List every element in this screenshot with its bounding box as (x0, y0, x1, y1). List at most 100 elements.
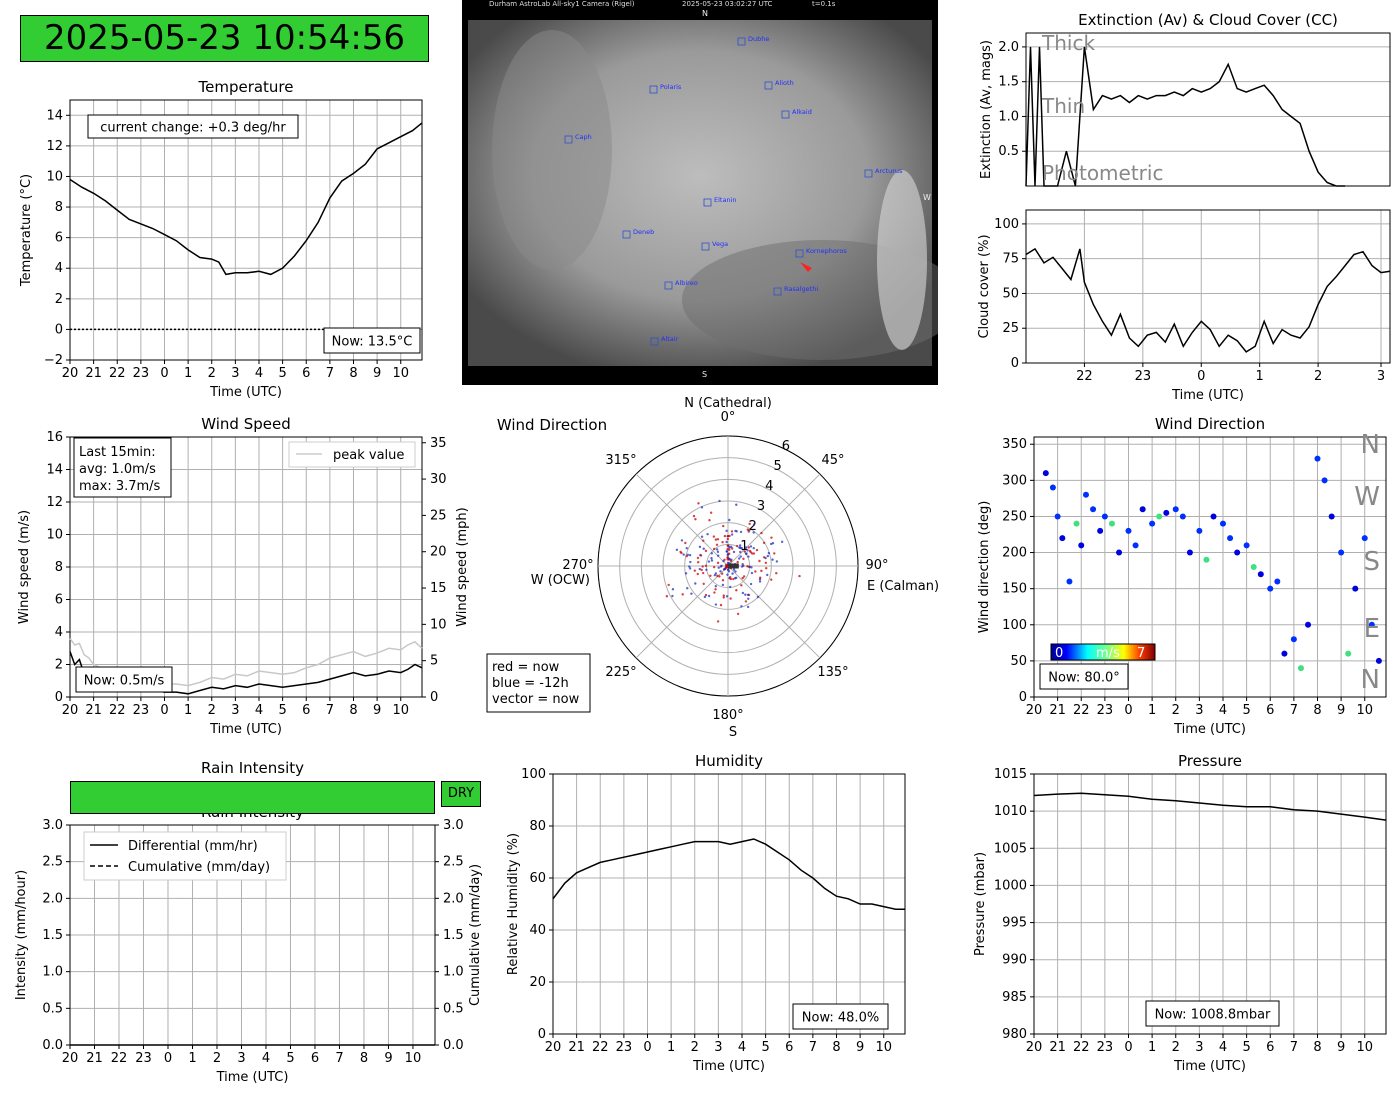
sky-north-label: N (702, 9, 708, 18)
polar-point (752, 531, 755, 534)
wind-mph-label: 0 (430, 690, 438, 705)
wind-dir-point (1049, 484, 1056, 491)
rain-xtick-label: 6 (311, 1051, 319, 1066)
wind_speed-xtick-label: 0 (160, 703, 168, 718)
rain-xtick-label: 9 (384, 1051, 392, 1066)
wind-dir-point (1257, 571, 1264, 578)
wind_speed-ytick-label: 12 (46, 495, 63, 510)
humidity-xlabel: Time (UTC) (692, 1059, 765, 1074)
wind-dir-point (1125, 527, 1132, 534)
wind_dir-xtick-label: 22 (1073, 703, 1090, 718)
wind-stats-line-2: avg: 1.0m/s (79, 462, 156, 477)
pressure-xtick-label: 0 (1124, 1040, 1132, 1055)
wind_dir-xtick-label: 3 (1195, 703, 1203, 718)
polar-point (724, 567, 727, 570)
temperature-xtick-label: 0 (160, 366, 168, 381)
wind-dir-point (1219, 520, 1226, 527)
colorbar-unit: m/s (1096, 646, 1120, 661)
wind-dir-compass-5: N (1361, 665, 1380, 695)
star-label-6: Arcturus (875, 167, 903, 175)
polar-east-label: E (Calman) (867, 579, 939, 594)
humidity-xtick-label: 21 (568, 1040, 585, 1055)
pressure-ytick-label: 1000 (994, 878, 1027, 893)
wind_speed-xtick-label: 3 (231, 703, 239, 718)
wind-dir-point (1267, 585, 1274, 592)
polar-point (709, 574, 712, 578)
polar-point (750, 552, 754, 555)
wind_dir-ytick-label: 250 (1002, 509, 1027, 524)
polar-point (744, 600, 748, 603)
polar-point (716, 561, 720, 565)
polar-point (755, 548, 759, 552)
rain-xtick-label: 5 (286, 1051, 294, 1066)
temperature-ytick-label: 14 (46, 108, 63, 123)
temperature-ytick-label: 2 (55, 292, 63, 307)
polar-point (760, 531, 763, 535)
humidity-xtick-label: 23 (616, 1040, 633, 1055)
wind_dir-xtick-label: 23 (1097, 703, 1114, 718)
polar-angle-label: 0° (721, 410, 736, 425)
polar-point (775, 560, 779, 563)
polar-point (679, 550, 682, 554)
wind_dir-xtick-label: 1 (1148, 703, 1156, 718)
polar-point (726, 534, 730, 538)
sky-header-left: Durham AstroLab All-sky1 Camera (Rigel) (489, 0, 635, 8)
star-label-8: Deneb (633, 228, 654, 236)
polar-angle-label: 315° (605, 453, 636, 468)
polar-point (769, 542, 773, 546)
pressure-xtick-label: 4 (1219, 1040, 1227, 1055)
star-box-8 (622, 230, 631, 239)
polar-point (681, 593, 684, 596)
star-box-11 (664, 281, 673, 290)
cloud-xtick-label: 23 (1135, 369, 1152, 384)
polar-point (747, 597, 750, 600)
wind-dir-point (1203, 556, 1210, 563)
wind-dir-point (1149, 520, 1156, 527)
polar-point (702, 582, 705, 586)
wind-dir-point (1361, 535, 1368, 542)
extinction-line (1025, 46, 1346, 187)
polar-point (694, 582, 697, 585)
temperature-xtick-label: 3 (231, 366, 239, 381)
rain-xtick-label: 3 (237, 1051, 245, 1066)
polar-point (725, 595, 729, 598)
polar-point (716, 554, 720, 557)
wind-polar-chart: Wind Direction 0°45°90°135°180°225°270°31… (486, 396, 939, 737)
polar-point (732, 577, 735, 581)
wind-stats-line-3: max: 3.7m/s (79, 479, 161, 494)
polar-point (703, 595, 707, 599)
pressure-xtick-label: 23 (1097, 1040, 1114, 1055)
wind_speed-xtick-label: 8 (349, 703, 357, 718)
polar-point (685, 547, 688, 550)
polar-angle-label: 45° (821, 453, 844, 468)
polar-point (707, 560, 711, 563)
polar-point (722, 524, 725, 528)
temperature-now-label: Now: 13.5°C (332, 335, 413, 350)
polar-point (728, 575, 732, 579)
wind-dir-point (1345, 650, 1352, 657)
wind-dir-point (1156, 513, 1163, 520)
polar-point (734, 576, 738, 580)
polar-point (710, 552, 714, 555)
humidity-xtick-label: 0 (643, 1040, 651, 1055)
star-label-5: Caph (575, 133, 592, 141)
polar-point (749, 582, 753, 586)
rain-right-label: 1.5 (443, 928, 464, 943)
star-box-5 (564, 135, 573, 144)
polar-point (720, 572, 724, 575)
polar-point (740, 584, 743, 587)
polar-point (748, 522, 751, 526)
polar-radial-label: 3 (757, 499, 765, 514)
wind-dir-point (1368, 621, 1375, 628)
polar-point (746, 549, 749, 552)
temperature-rate-label-box (87, 114, 299, 139)
polar-point (713, 547, 716, 551)
pressure-title: Pressure (1178, 752, 1242, 770)
polar-point (740, 565, 744, 568)
polar-point (758, 580, 762, 583)
pressure-xtick-label: 1 (1148, 1040, 1156, 1055)
wind-dir-point (1250, 564, 1257, 570)
rain-ytick-label: 2.0 (42, 891, 63, 906)
star-label-10: Kornephoros (806, 247, 847, 255)
